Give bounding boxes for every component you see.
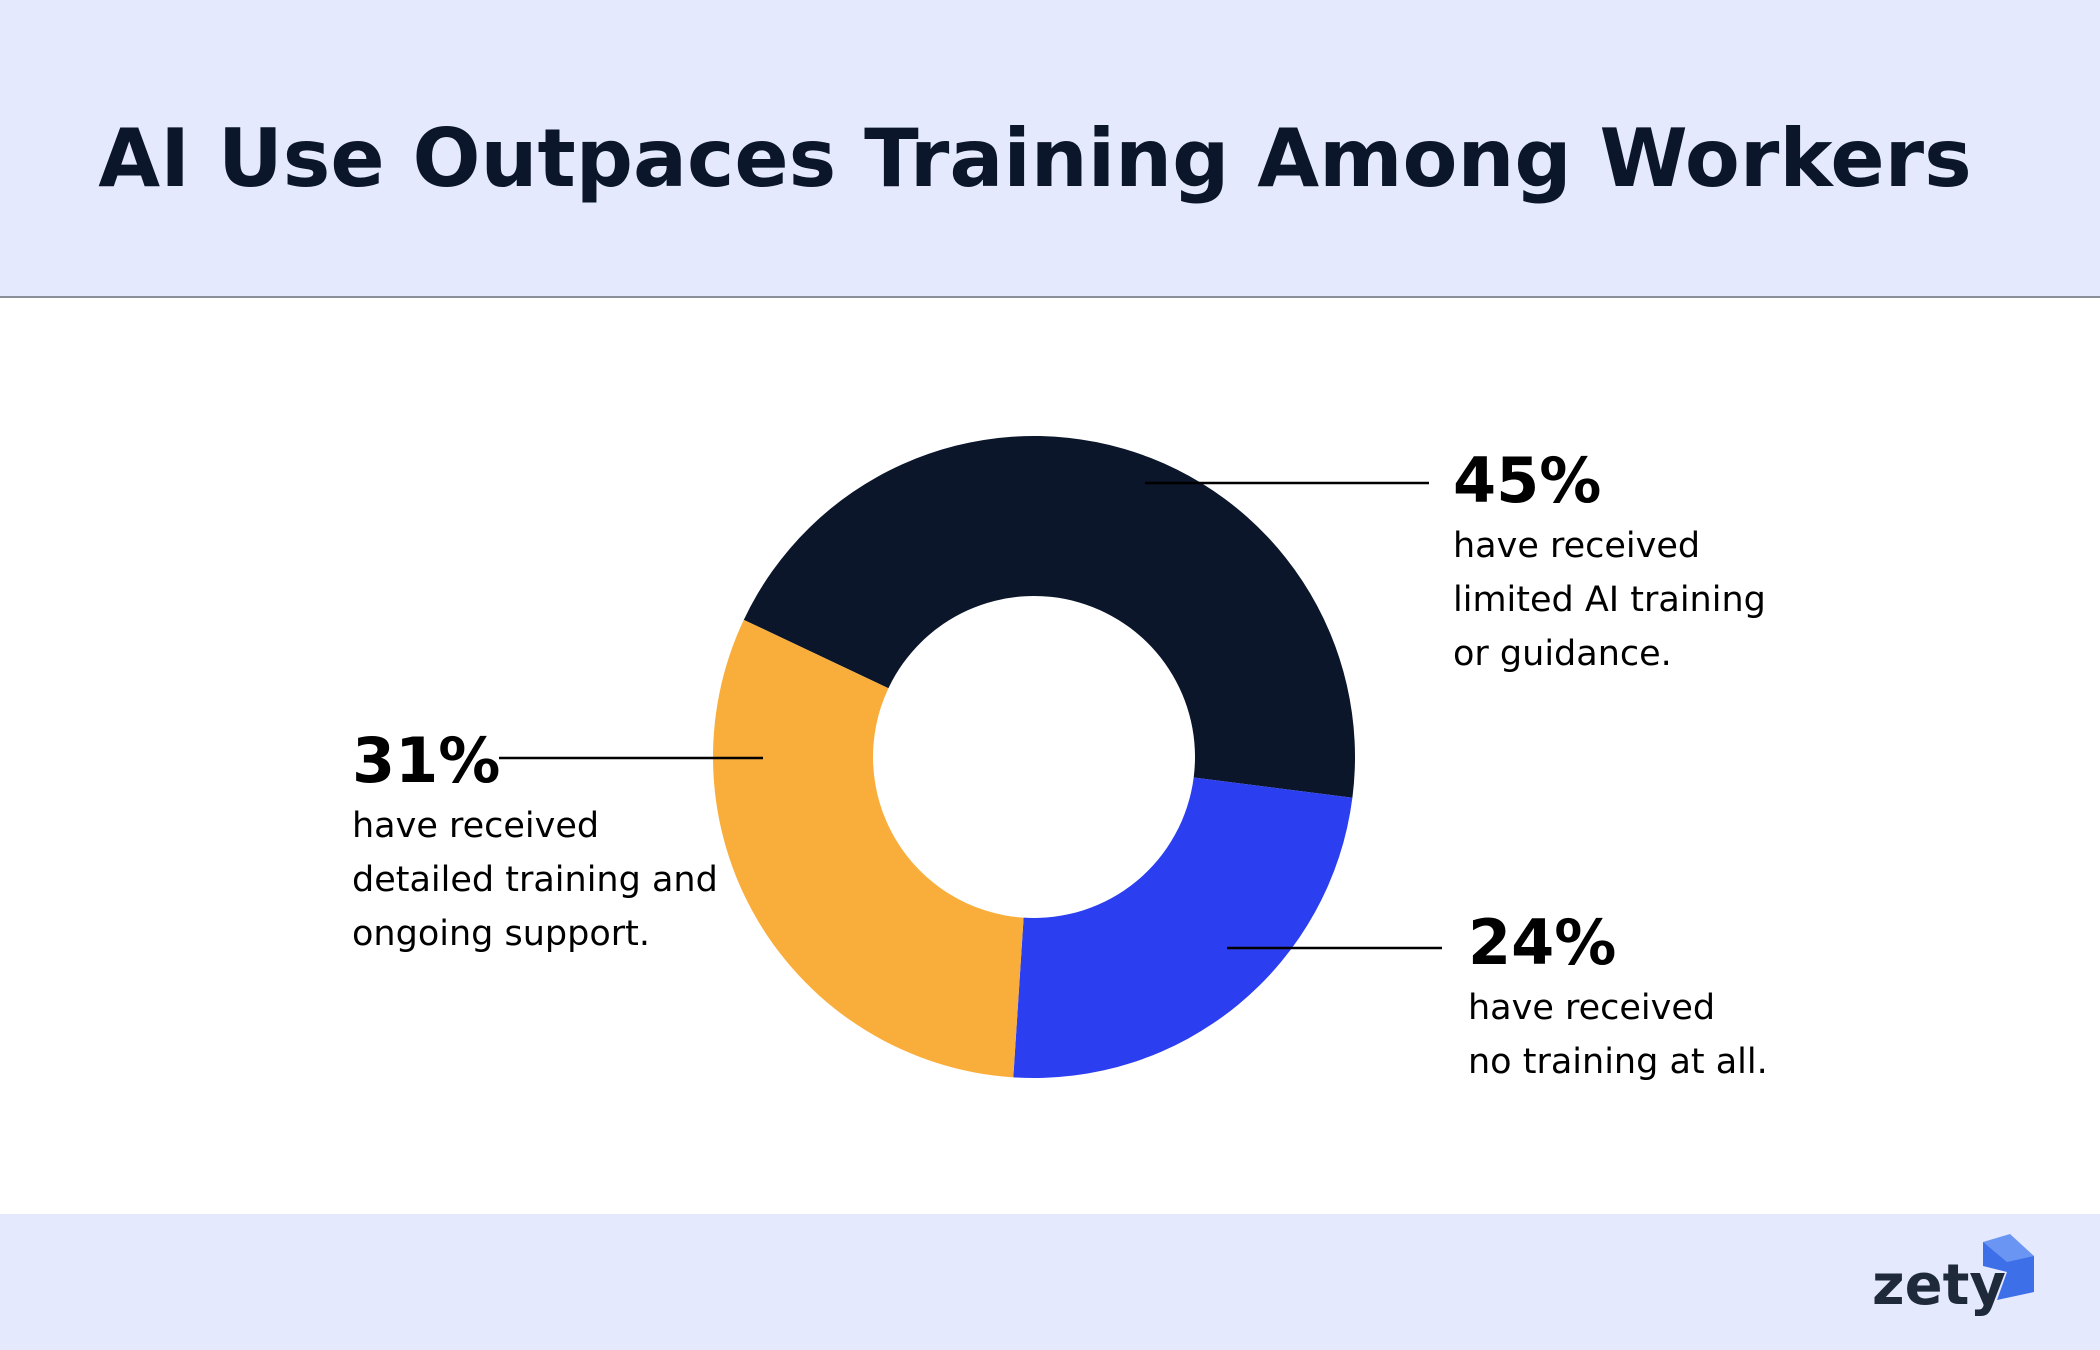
category-label: have received no training at all. bbox=[1468, 988, 1768, 1082]
logo: zety bbox=[1872, 1253, 2006, 1318]
value-label: 45% bbox=[1453, 444, 1602, 517]
slice bbox=[1013, 777, 1353, 1078]
category-label: have received limited AI training or gui… bbox=[1453, 526, 1766, 674]
value-label: 31% bbox=[352, 724, 501, 797]
category-label: have received detailed training and ongo… bbox=[352, 806, 718, 954]
footer-band bbox=[0, 1214, 2100, 1350]
value-label: 24% bbox=[1468, 906, 1617, 979]
chart-title: AI Use Outpaces Training Among Workers bbox=[98, 112, 1972, 205]
header-band bbox=[0, 0, 2100, 297]
slice bbox=[712, 619, 1024, 1078]
slice bbox=[743, 436, 1355, 798]
logo-icon-top bbox=[1983, 1234, 2034, 1262]
